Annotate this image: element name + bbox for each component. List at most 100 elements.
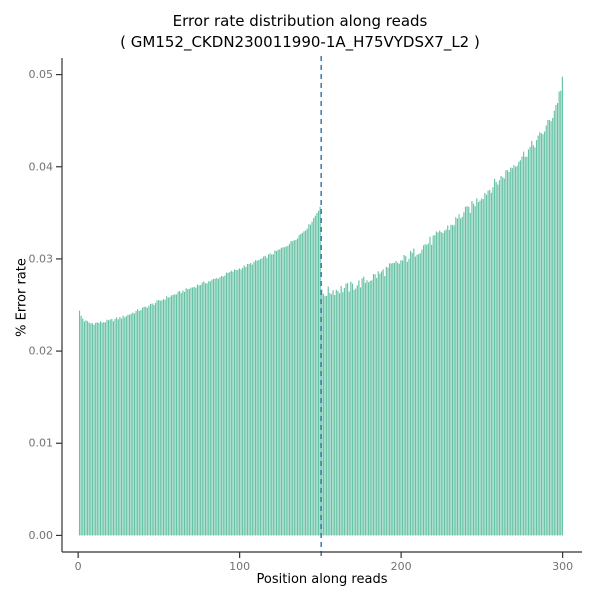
error-rate-bar: [524, 156, 526, 536]
error-rate-bar: [116, 317, 118, 536]
error-rate-bar: [259, 259, 261, 536]
error-rate-bar: [548, 120, 551, 536]
error-rate-bar: [437, 232, 439, 536]
error-rate-bar: [253, 261, 255, 536]
error-rate-bar: [345, 283, 347, 536]
error-rate-bar: [440, 232, 442, 536]
error-rate-bar: [290, 241, 292, 536]
error-rate-bar: [272, 254, 274, 536]
error-rate-bar: [431, 244, 433, 536]
error-rate-bar: [408, 258, 410, 536]
error-rate-bar: [418, 254, 420, 536]
error-rate-bar: [190, 287, 192, 536]
error-rate-bar: [212, 278, 215, 536]
error-rate-bar: [159, 300, 161, 536]
y-tick-label: 0.04: [29, 160, 54, 173]
error-rate-bar: [477, 202, 479, 536]
error-rate-bar: [403, 255, 405, 536]
error-rate-bar: [122, 315, 124, 536]
error-rate-bar: [485, 194, 488, 536]
error-rate-bar: [193, 286, 195, 536]
error-rate-bar: [251, 264, 253, 536]
error-rate-bar: [120, 318, 123, 536]
error-rate-bar: [180, 293, 182, 536]
error-rate-bar: [156, 300, 158, 536]
error-rate-bar: [397, 262, 399, 536]
error-rate-bar: [400, 260, 402, 536]
error-rate-bar: [511, 168, 513, 536]
error-rate-bar: [531, 141, 533, 536]
error-rate-bar: [171, 295, 173, 536]
error-rate-bar: [519, 160, 521, 536]
error-rate-bar: [442, 233, 444, 536]
error-rate-bar: [343, 288, 345, 536]
error-rate-bar: [208, 281, 210, 536]
error-rate-bar: [534, 147, 536, 536]
error-rate-bar: [460, 218, 462, 536]
error-rate-bar: [182, 290, 184, 536]
error-rate-bar: [117, 319, 119, 536]
error-rate-bar: [419, 253, 421, 536]
error-rate-bar: [280, 247, 282, 536]
error-rate-bar: [305, 230, 307, 536]
error-rate-bar: [427, 243, 429, 536]
error-rate-bar: [526, 156, 528, 536]
error-rate-bar: [284, 247, 286, 536]
error-rate-bar: [295, 239, 297, 536]
error-rate-bar: [109, 319, 111, 536]
error-rate-bar: [472, 203, 475, 536]
error-rate-bar: [426, 244, 428, 536]
error-rate-bar: [319, 206, 321, 536]
error-rate-bar: [521, 156, 523, 536]
error-rate-bar: [240, 269, 242, 536]
x-tick-label: 100: [229, 560, 250, 573]
error-rate-bar: [161, 300, 163, 536]
error-rate-bar: [162, 299, 165, 536]
error-rate-bar: [456, 218, 458, 536]
error-rate-bar: [445, 229, 447, 536]
error-rate-bar: [463, 212, 465, 536]
error-rate-bar: [293, 240, 295, 536]
error-rate-bar: [505, 170, 507, 536]
error-rate-bar: [461, 216, 463, 536]
error-rate-bar: [540, 133, 542, 536]
error-rate-bar: [450, 224, 452, 536]
error-rate-bar: [233, 269, 236, 536]
error-rate-bar: [99, 321, 102, 536]
error-rate-bar: [135, 310, 137, 536]
error-rate-bar: [153, 304, 155, 536]
error-rate-bar: [342, 292, 344, 536]
error-rate-bar: [300, 233, 302, 536]
error-rate-bar: [140, 310, 142, 536]
error-rate-bar: [274, 250, 276, 536]
error-rate-bar: [309, 224, 312, 536]
error-rate-bar: [502, 177, 504, 536]
error-rate-bar: [497, 184, 499, 536]
error-rate-bar: [216, 278, 218, 536]
error-rate-bar: [544, 131, 546, 536]
error-rate-bar: [421, 249, 423, 536]
error-rate-bar: [479, 200, 481, 536]
error-rate-bar: [347, 283, 349, 536]
error-rate-bar: [246, 264, 249, 536]
error-rate-bar: [80, 315, 82, 536]
error-rate-bar: [93, 324, 95, 536]
error-rate-bar: [359, 287, 362, 536]
error-rate-bar: [104, 322, 106, 536]
error-rate-bar: [390, 263, 392, 536]
error-rate-bar: [380, 271, 383, 536]
error-rate-bar: [539, 132, 541, 536]
error-rate-bar: [174, 294, 176, 536]
error-rate-bar: [334, 295, 336, 536]
error-rate-bar: [474, 206, 476, 536]
error-rate-bar: [495, 181, 497, 536]
error-rate-bar: [145, 306, 147, 536]
error-rate-bar: [103, 322, 105, 536]
error-rate-bar: [154, 303, 157, 536]
error-rate-bar: [353, 289, 355, 536]
error-rate-bar: [422, 245, 425, 536]
error-rate-bar: [277, 249, 279, 536]
error-rate-bar: [372, 274, 375, 536]
